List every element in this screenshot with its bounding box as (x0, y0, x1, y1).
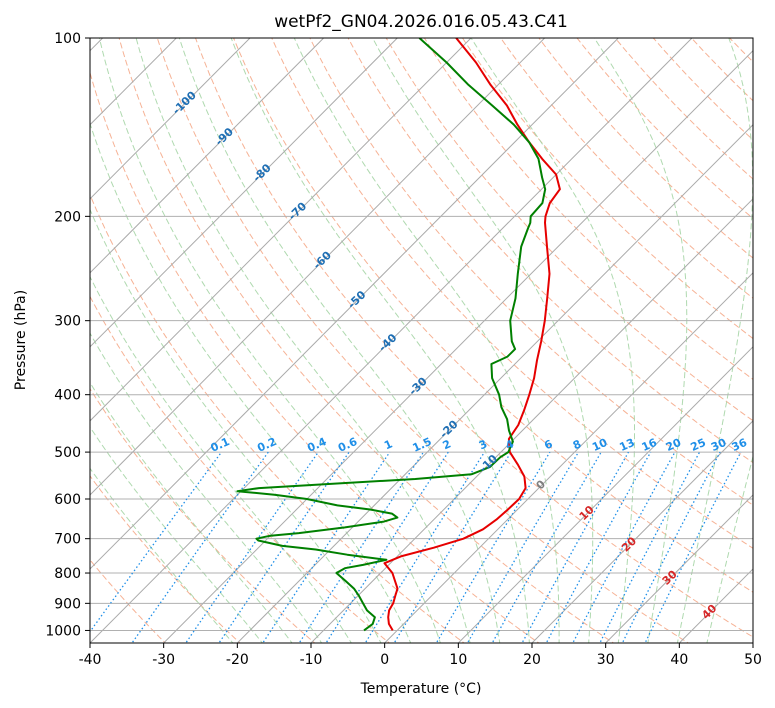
moist-adiabat-line (90, 381, 293, 643)
moist-adiabat-line (230, 38, 530, 643)
mixing-ratio-line (621, 451, 721, 643)
chart-title: wetPf2_GN04.2026.016.05.43.C41 (274, 12, 568, 32)
moist-adiabat-line (135, 38, 471, 643)
isotherm-line (90, 38, 693, 643)
y-tick-label: 800 (54, 566, 81, 582)
mixing-ratio-label: 36 (730, 436, 750, 454)
mixing-ratio-line (599, 451, 701, 643)
mixing-ratio-line (572, 451, 676, 643)
mixing-ratio-label: 13 (617, 436, 636, 454)
dry-adiabat-line (194, 38, 753, 638)
y-tick-label: 600 (54, 492, 81, 508)
isotherm-line (384, 272, 753, 643)
isotherm-line (90, 38, 545, 496)
moist-adiabat-line (293, 38, 560, 643)
mixing-ratio-line (466, 451, 580, 643)
dry-adiabat-line (90, 71, 540, 643)
x-tick-label: 30 (597, 652, 615, 668)
mixing-ratio-lines (90, 451, 742, 643)
isotherm-line (90, 38, 472, 422)
mixing-ratio-line (393, 451, 512, 643)
mixing-ratio-line (262, 451, 391, 643)
x-tick-label: 20 (523, 652, 541, 668)
sounding-series (236, 38, 561, 632)
y-tick-label: 300 (54, 314, 81, 330)
mixing-ratio-line (90, 451, 223, 633)
x-tick-label: 50 (744, 652, 762, 668)
isotherm-line (605, 494, 753, 643)
isotherm-line (531, 420, 753, 643)
moist-adiabat-line (676, 38, 753, 643)
y-tick-label: 700 (54, 532, 81, 548)
dewpoint-profile-line (236, 38, 547, 632)
moist-adiabat-line (372, 38, 594, 643)
x-tick-label: -40 (79, 652, 102, 668)
x-tick-label: -10 (300, 652, 323, 668)
mixing-ratio-line (298, 451, 425, 643)
isotherm-line (310, 198, 753, 643)
isotherm-line (90, 38, 398, 348)
pressure-gridlines (90, 38, 753, 631)
isotherm-line (90, 38, 324, 274)
mixing-ratio-label: 20 (664, 436, 684, 454)
moist-adiabat-line (178, 38, 501, 643)
mixing-ratio-line (218, 451, 350, 643)
x-tick-label: -30 (152, 652, 175, 668)
plot-frame (89, 37, 754, 644)
mixing-ratio-label: 10 (590, 436, 610, 454)
dry-adiabat-line (90, 475, 241, 643)
y-tick-label: 1000 (45, 623, 81, 639)
isotherm-line (90, 38, 619, 570)
mixing-ratio-label: 25 (689, 436, 708, 454)
y-tick-label: 100 (54, 31, 81, 47)
mixing-ratio-line (435, 451, 551, 643)
temperature-profile-line (383, 38, 561, 631)
y-tick-label: 900 (54, 596, 81, 612)
isotherm-line (236, 124, 753, 643)
axes: -40 -30 -20 -10 0 10 20 30 40 50 1000 900 800 700 600 5… (45, 31, 762, 668)
dry-adiabat-line (423, 38, 753, 380)
mixing-ratio-line (325, 451, 449, 643)
dry-adiabat-line (461, 38, 753, 340)
y-axis-label: Pressure (hPa) (13, 290, 29, 390)
isotherm-line (90, 38, 251, 200)
moist-adiabat-line (90, 332, 323, 643)
mixing-ratio-line (545, 451, 652, 643)
y-tick-label: 500 (54, 445, 81, 461)
y-tick-label: 200 (54, 209, 81, 225)
mixing-ratio-line (364, 451, 486, 643)
x-tick-label: -20 (226, 652, 249, 668)
x-tick-label: 0 (380, 652, 389, 668)
dry-adiabat-line (347, 38, 753, 464)
x-tick-label: 10 (449, 652, 467, 668)
x-axis-label: Temperature (°C) (360, 681, 482, 697)
mixing-ratio-line (131, 451, 269, 643)
moist-adiabat-line (593, 38, 688, 643)
y-tick-label: 400 (54, 388, 81, 404)
mixing-ratio-label: 30 (709, 436, 729, 454)
isotherm-line (457, 346, 753, 643)
mixing-ratio-line (185, 451, 319, 643)
x-tick-label: 40 (670, 652, 688, 668)
mixing-ratio-label: 16 (640, 436, 660, 454)
dry-adiabat-line (309, 38, 753, 506)
moist-adiabat-line (470, 38, 635, 643)
